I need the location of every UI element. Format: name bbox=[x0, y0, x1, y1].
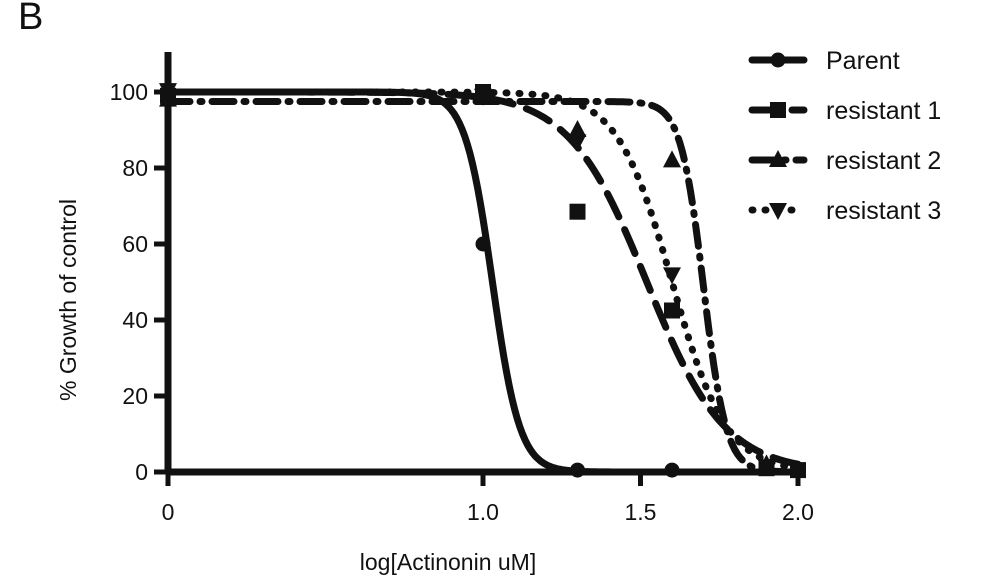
y-tick-label: 0 bbox=[135, 459, 148, 485]
legend-label: resistant 1 bbox=[826, 97, 941, 125]
panel-label: B bbox=[18, 0, 44, 38]
data-markers bbox=[159, 83, 806, 479]
axes bbox=[164, 52, 800, 476]
data-point-resistant-2 bbox=[663, 150, 681, 168]
legend-marker bbox=[770, 52, 786, 68]
x-axis-title: log[Actinonin uM] bbox=[360, 549, 536, 575]
y-tick-label: 100 bbox=[110, 79, 148, 105]
legend-marker bbox=[770, 102, 786, 118]
y-tick-label: 80 bbox=[122, 155, 148, 181]
legend-marker bbox=[769, 203, 787, 220]
x-tick-label: 1.5 bbox=[625, 499, 657, 525]
x-tick-label: 1.0 bbox=[467, 499, 499, 525]
data-point-resistant-3 bbox=[159, 83, 177, 101]
x-ticks: 0 1.0 1.5 2.0 bbox=[162, 472, 814, 525]
x-tick-label: 2.0 bbox=[782, 499, 814, 525]
legend-label: Parent bbox=[826, 47, 900, 75]
data-point-resistant-3 bbox=[757, 459, 776, 477]
data-point-parent bbox=[475, 236, 491, 252]
data-point-parent bbox=[664, 462, 680, 478]
data-point-resistant-3 bbox=[474, 88, 492, 106]
y-tick-label: 60 bbox=[122, 231, 148, 257]
data-point-resistant-3 bbox=[663, 267, 681, 285]
fit-curves bbox=[164, 88, 802, 476]
legend-label: resistant 2 bbox=[826, 147, 941, 175]
data-point-resistant-1 bbox=[569, 203, 586, 220]
data-point-resistant-3 bbox=[568, 134, 587, 152]
y-axis-title: % Growth of control bbox=[55, 199, 81, 401]
data-point-resistant-2 bbox=[568, 120, 587, 137]
data-point-resistant-1 bbox=[790, 462, 806, 479]
legend-label: resistant 3 bbox=[826, 197, 941, 225]
data-point-parent bbox=[570, 462, 585, 478]
x-tick-label: 0 bbox=[162, 499, 175, 525]
y-tick-label: 40 bbox=[122, 307, 148, 333]
curve-resistant-2 bbox=[164, 98, 802, 476]
legend: Parent resistant 1 resistant 2 resistant 3 bbox=[748, 47, 941, 225]
legend-marker bbox=[769, 150, 787, 167]
data-point-resistant-1 bbox=[664, 302, 680, 319]
y-tick-label: 20 bbox=[122, 383, 148, 409]
y-ticks: 0 20 40 60 80 100 bbox=[110, 79, 168, 485]
